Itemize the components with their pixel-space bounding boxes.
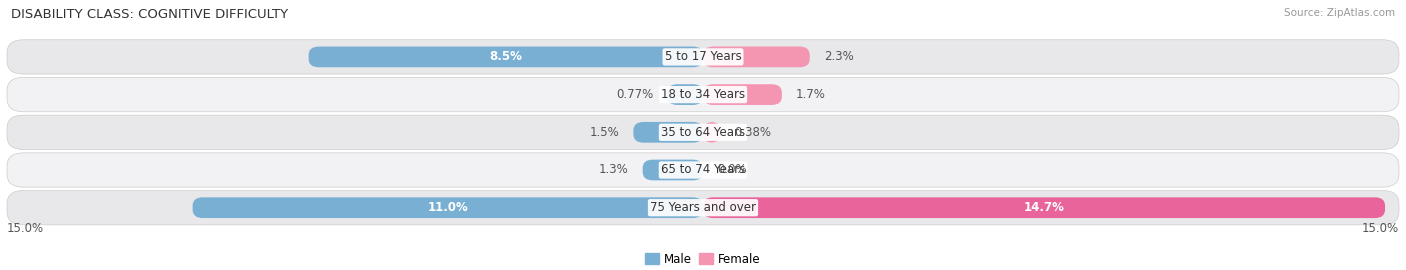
Text: 0.77%: 0.77% (616, 88, 654, 101)
FancyBboxPatch shape (703, 46, 810, 67)
FancyBboxPatch shape (633, 122, 703, 143)
FancyBboxPatch shape (7, 153, 1399, 187)
Legend: Male, Female: Male, Female (641, 248, 765, 270)
Text: 15.0%: 15.0% (7, 222, 44, 235)
FancyBboxPatch shape (7, 115, 1399, 150)
Text: 1.7%: 1.7% (796, 88, 825, 101)
Text: 0.0%: 0.0% (717, 164, 747, 177)
FancyBboxPatch shape (703, 122, 721, 143)
Text: 1.5%: 1.5% (589, 126, 620, 139)
Text: 11.0%: 11.0% (427, 201, 468, 214)
Text: Source: ZipAtlas.com: Source: ZipAtlas.com (1284, 8, 1395, 18)
Text: 15.0%: 15.0% (1362, 222, 1399, 235)
Text: 8.5%: 8.5% (489, 50, 522, 63)
FancyBboxPatch shape (7, 191, 1399, 225)
Text: 65 to 74 Years: 65 to 74 Years (661, 164, 745, 177)
FancyBboxPatch shape (643, 160, 703, 180)
FancyBboxPatch shape (308, 46, 703, 67)
FancyBboxPatch shape (668, 84, 703, 105)
FancyBboxPatch shape (193, 197, 703, 218)
Text: 75 Years and over: 75 Years and over (650, 201, 756, 214)
FancyBboxPatch shape (703, 84, 782, 105)
Text: 35 to 64 Years: 35 to 64 Years (661, 126, 745, 139)
Text: 18 to 34 Years: 18 to 34 Years (661, 88, 745, 101)
Text: 2.3%: 2.3% (824, 50, 853, 63)
Text: 14.7%: 14.7% (1024, 201, 1064, 214)
Text: 0.38%: 0.38% (734, 126, 772, 139)
FancyBboxPatch shape (7, 40, 1399, 74)
FancyBboxPatch shape (7, 77, 1399, 112)
Text: 5 to 17 Years: 5 to 17 Years (665, 50, 741, 63)
FancyBboxPatch shape (703, 197, 1385, 218)
Text: 1.3%: 1.3% (599, 164, 628, 177)
Text: DISABILITY CLASS: COGNITIVE DIFFICULTY: DISABILITY CLASS: COGNITIVE DIFFICULTY (11, 8, 288, 21)
